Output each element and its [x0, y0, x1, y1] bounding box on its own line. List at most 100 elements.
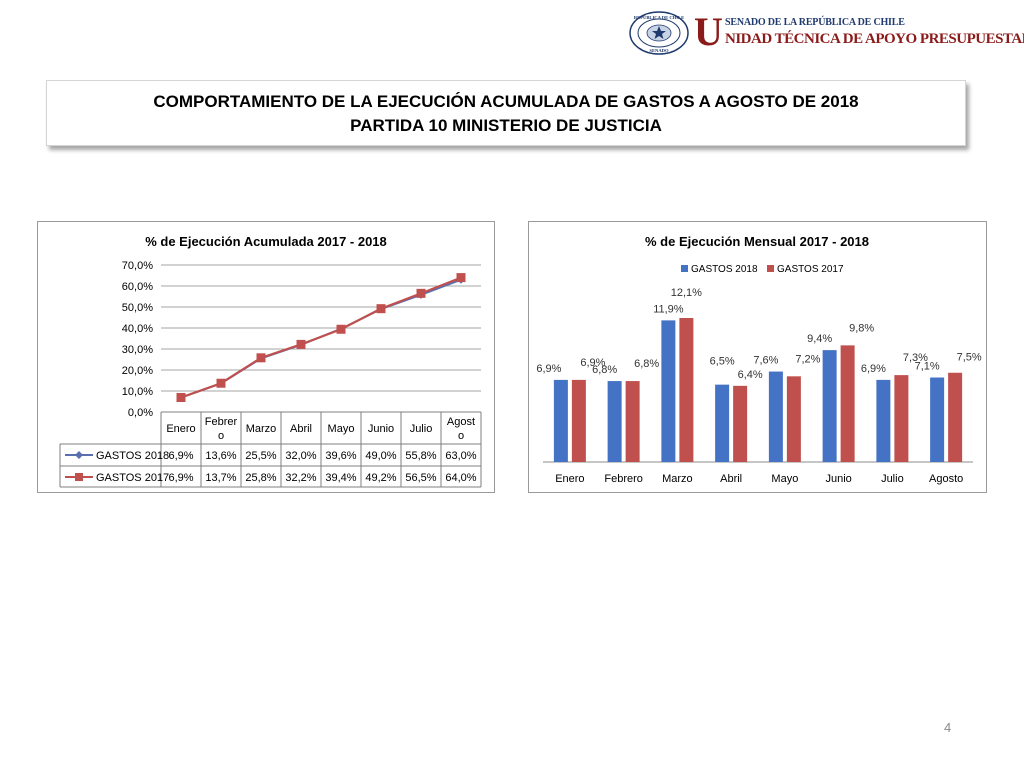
legend-entry: GASTOS 2017: [777, 264, 844, 275]
legend-swatch: [681, 265, 688, 272]
point-gastos-2017: [337, 325, 346, 334]
x-category-label: Junio: [368, 423, 394, 435]
data-label-gastos-2017: 9,8%: [849, 322, 874, 334]
table-value: 13,6%: [205, 450, 236, 462]
cumulative-line-chart: % de Ejecución Acumulada 2017 - 2018 0,0%…: [38, 222, 494, 492]
legend-entry: GASTOS 2018: [96, 450, 169, 462]
x-category-label: Junio: [825, 473, 851, 485]
table-value: 32,0%: [285, 450, 316, 462]
legend-swatch: [767, 265, 774, 272]
x-category-label: Mayo: [328, 423, 355, 435]
table-value: 6,9%: [168, 450, 193, 462]
senate-seal-icon: REPÚBLICA DE CHILE SENADO: [628, 10, 690, 56]
bar-gastos-2018: [769, 372, 783, 462]
monthly-chart-panel: % de Ejecución Mensual 2017 - 2018 GASTOS…: [528, 221, 987, 493]
bar-gastos-2018: [876, 380, 890, 462]
y-tick-label: 70,0%: [122, 260, 153, 272]
data-label-gastos-2017: 6,4%: [738, 369, 763, 381]
bar-gastos-2018: [823, 350, 837, 462]
data-label-gastos-2018: 6,9%: [861, 363, 886, 375]
page-number: 4: [944, 720, 951, 735]
x-category-label: Mayo: [771, 473, 798, 485]
x-category-label: Enero: [166, 423, 195, 435]
bar-gastos-2017: [948, 373, 962, 462]
data-label-gastos-2018: 7,6%: [753, 355, 778, 367]
x-category-label: Abril: [720, 473, 742, 485]
monthly-bar-chart: % de Ejecución Mensual 2017 - 2018 GASTOS…: [529, 222, 986, 492]
chart-title: % de Ejecución Mensual 2017 - 2018: [645, 234, 869, 249]
bar-gastos-2018: [608, 381, 622, 462]
cumulative-chart-panel: % de Ejecución Acumulada 2017 - 2018 0,0%…: [37, 221, 495, 493]
y-tick-label: 20,0%: [122, 365, 153, 377]
x-category-label: Abril: [290, 423, 312, 435]
bar-gastos-2018: [930, 378, 944, 462]
x-category-label: Marzo: [662, 473, 693, 485]
table-value: 56,5%: [405, 472, 436, 484]
y-tick-label: 10,0%: [122, 386, 153, 398]
table-value: 64,0%: [445, 472, 476, 484]
bar-gastos-2017: [679, 318, 693, 462]
table-value: 55,8%: [405, 450, 436, 462]
y-tick-label: 40,0%: [122, 323, 153, 335]
bar-gastos-2018: [715, 385, 729, 462]
data-label-gastos-2017: 7,2%: [795, 353, 820, 365]
org-initial: U: [694, 12, 723, 52]
x-category-label: Enero: [555, 473, 584, 485]
title-line-2: PARTIDA 10 MINISTERIO DE JUSTICIA: [47, 114, 965, 138]
table-value: 13,7%: [205, 472, 236, 484]
legend-key-marker: [75, 451, 83, 459]
table-value: 32,2%: [285, 472, 316, 484]
bar-gastos-2017: [733, 386, 747, 462]
point-gastos-2017: [297, 340, 306, 349]
table-value: 25,5%: [245, 450, 276, 462]
x-category-label: Febrer: [205, 416, 238, 428]
table-value: 39,4%: [325, 472, 356, 484]
point-gastos-2017: [457, 273, 466, 282]
seal-text-top: REPÚBLICA DE CHILE: [634, 15, 684, 20]
title-line-1: COMPORTAMIENTO DE LA EJECUCIÓN ACUMULADA…: [47, 90, 965, 114]
point-gastos-2017: [177, 393, 186, 402]
data-label-gastos-2017: 12,1%: [671, 287, 702, 299]
point-gastos-2017: [217, 379, 226, 388]
x-category-label: o: [218, 430, 224, 442]
data-label-gastos-2018: 6,8%: [592, 364, 617, 376]
x-category-label: Febrero: [604, 473, 643, 485]
data-label-gastos-2018: 6,5%: [710, 356, 735, 368]
data-label-gastos-2018: 11,9%: [653, 303, 684, 315]
y-tick-label: 30,0%: [122, 344, 153, 356]
slide-title: COMPORTAMIENTO DE LA EJECUCIÓN ACUMULADA…: [46, 80, 966, 146]
x-category-label: Julio: [410, 423, 433, 435]
table-value: 6,9%: [168, 472, 193, 484]
bar-gastos-2017: [894, 375, 908, 462]
data-label-gastos-2017: 6,8%: [634, 358, 659, 370]
bar-gastos-2017: [626, 381, 640, 462]
chart-title: % de Ejecución Acumulada 2017 - 2018: [145, 234, 387, 249]
point-gastos-2017: [417, 289, 426, 298]
x-category-label: Agosto: [929, 473, 963, 485]
bar-gastos-2018: [661, 320, 675, 462]
data-label-gastos-2018: 9,4%: [807, 333, 832, 345]
legend-entry: GASTOS 2018: [691, 264, 758, 275]
table-value: 63,0%: [445, 450, 476, 462]
org-line-1: SENADO DE LA REPÚBLICA DE CHILE: [725, 17, 905, 28]
legend-entry: GASTOS 2017: [96, 472, 169, 484]
table-value: 49,2%: [365, 472, 396, 484]
y-tick-label: 0,0%: [128, 407, 153, 419]
table-value: 49,0%: [365, 450, 396, 462]
bar-gastos-2018: [554, 380, 568, 462]
data-label-gastos-2018: 7,1%: [915, 361, 940, 373]
senate-logo: REPÚBLICA DE CHILE SENADO U SENADO DE LA…: [628, 8, 1018, 58]
y-tick-label: 60,0%: [122, 281, 153, 293]
x-category-label: Julio: [881, 473, 904, 485]
org-line-2: NIDAD TÉCNICA DE APOYO PRESUPUESTARIO: [725, 31, 1024, 48]
table-value: 25,8%: [245, 472, 276, 484]
x-category-label: Agost: [447, 416, 475, 428]
point-gastos-2017: [377, 304, 386, 313]
bar-gastos-2017: [572, 380, 586, 462]
seal-text-bottom: SENADO: [649, 48, 669, 53]
data-label-gastos-2018: 6,9%: [536, 363, 561, 375]
point-gastos-2017: [257, 353, 266, 362]
y-tick-label: 50,0%: [122, 302, 153, 314]
bar-gastos-2017: [841, 345, 855, 462]
data-label-gastos-2017: 7,5%: [957, 352, 982, 364]
